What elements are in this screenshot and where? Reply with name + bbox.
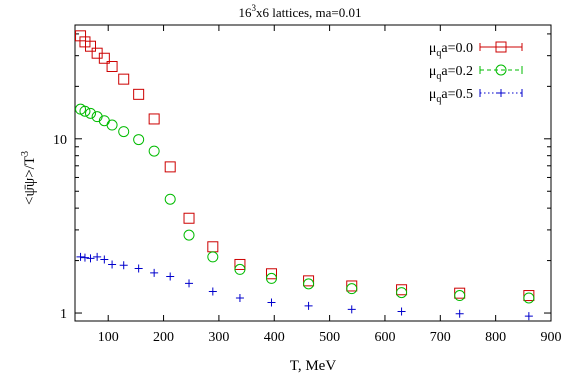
x-tick-label: 100 bbox=[98, 330, 119, 345]
data-point bbox=[79, 36, 91, 48]
series-layer bbox=[75, 30, 535, 321]
data-point bbox=[76, 252, 85, 261]
data-point bbox=[119, 261, 128, 270]
data-point bbox=[208, 287, 217, 296]
legend-entry-0: μqa=0.0 bbox=[429, 41, 523, 59]
y-axis-title: <ψ̄ψ>/T3 bbox=[20, 151, 38, 205]
data-point bbox=[133, 134, 145, 146]
data-point bbox=[93, 252, 102, 261]
data-point bbox=[396, 284, 408, 296]
data-point bbox=[118, 73, 130, 85]
legend-label-0: μqa=0.0 bbox=[429, 41, 473, 59]
legend-marker-2 bbox=[497, 89, 505, 97]
data-point bbox=[265, 272, 277, 284]
x-axis-title: T, MeV bbox=[290, 358, 337, 374]
x-tick-label: 900 bbox=[541, 330, 561, 345]
data-point bbox=[455, 309, 464, 318]
data-point bbox=[234, 263, 246, 275]
data-point bbox=[84, 40, 96, 52]
data-point bbox=[207, 241, 219, 253]
y-tick-label: 10 bbox=[53, 133, 67, 148]
series-0 bbox=[75, 30, 535, 302]
data-point bbox=[106, 61, 118, 73]
data-point bbox=[108, 260, 117, 269]
data-point bbox=[207, 251, 219, 263]
data-point bbox=[397, 307, 406, 316]
data-point bbox=[80, 253, 89, 262]
data-point bbox=[166, 272, 175, 281]
data-point bbox=[98, 52, 110, 64]
data-point bbox=[346, 283, 358, 295]
data-point bbox=[84, 107, 96, 119]
x-tick-label: 300 bbox=[208, 330, 229, 345]
data-point bbox=[164, 193, 176, 205]
data-point bbox=[303, 275, 315, 287]
data-point bbox=[523, 292, 535, 304]
data-point bbox=[164, 161, 176, 173]
data-point bbox=[234, 258, 246, 270]
data-point bbox=[265, 268, 277, 280]
data-point bbox=[303, 278, 315, 290]
legend-label-2: μqa=0.5 bbox=[429, 87, 473, 105]
data-point bbox=[524, 312, 533, 321]
data-point bbox=[523, 290, 535, 302]
series-1 bbox=[75, 103, 535, 304]
data-point bbox=[235, 293, 244, 302]
legend-entry-1: μqa=0.2 bbox=[429, 64, 523, 82]
x-axis: 100 200 300 400 500 600 700 800 900 bbox=[98, 25, 561, 345]
legend-marker-1 bbox=[495, 64, 507, 76]
data-point bbox=[396, 287, 408, 299]
data-point bbox=[100, 255, 109, 264]
data-point bbox=[134, 264, 143, 273]
plot-frame bbox=[74, 24, 552, 322]
data-point bbox=[183, 212, 195, 224]
x-tick-label: 400 bbox=[264, 330, 285, 345]
data-point bbox=[304, 301, 313, 310]
legend-entry-2: μqa=0.5 bbox=[429, 87, 523, 105]
legend: μqa=0.0 μqa=0.2 μqa=0.5 bbox=[429, 41, 523, 105]
data-point bbox=[75, 30, 87, 42]
data-point bbox=[183, 229, 195, 241]
data-point bbox=[133, 88, 145, 100]
x-tick-label: 200 bbox=[153, 330, 174, 345]
data-point bbox=[79, 105, 91, 117]
y-axis: 1 10 bbox=[53, 33, 551, 322]
legend-label-1: μqa=0.2 bbox=[429, 64, 473, 82]
x-tick-label: 600 bbox=[374, 330, 395, 345]
data-point bbox=[454, 290, 466, 302]
data-point bbox=[346, 280, 358, 292]
series-2 bbox=[76, 252, 533, 321]
x-tick-label: 800 bbox=[485, 330, 506, 345]
data-point bbox=[106, 119, 118, 131]
data-point bbox=[454, 287, 466, 299]
legend-marker-0 bbox=[495, 41, 507, 53]
data-point bbox=[118, 126, 130, 138]
data-point bbox=[150, 268, 159, 277]
data-point bbox=[267, 298, 276, 307]
data-point bbox=[86, 254, 95, 263]
y-tick-label: 1 bbox=[60, 307, 67, 322]
data-point bbox=[148, 145, 160, 157]
data-point bbox=[347, 305, 356, 314]
data-point bbox=[148, 113, 160, 125]
data-point bbox=[185, 279, 194, 288]
x-tick-label: 500 bbox=[319, 330, 340, 345]
chart-title: 163x6 lattices, ma=0.01 bbox=[238, 3, 361, 20]
x-tick-label: 700 bbox=[430, 330, 451, 345]
